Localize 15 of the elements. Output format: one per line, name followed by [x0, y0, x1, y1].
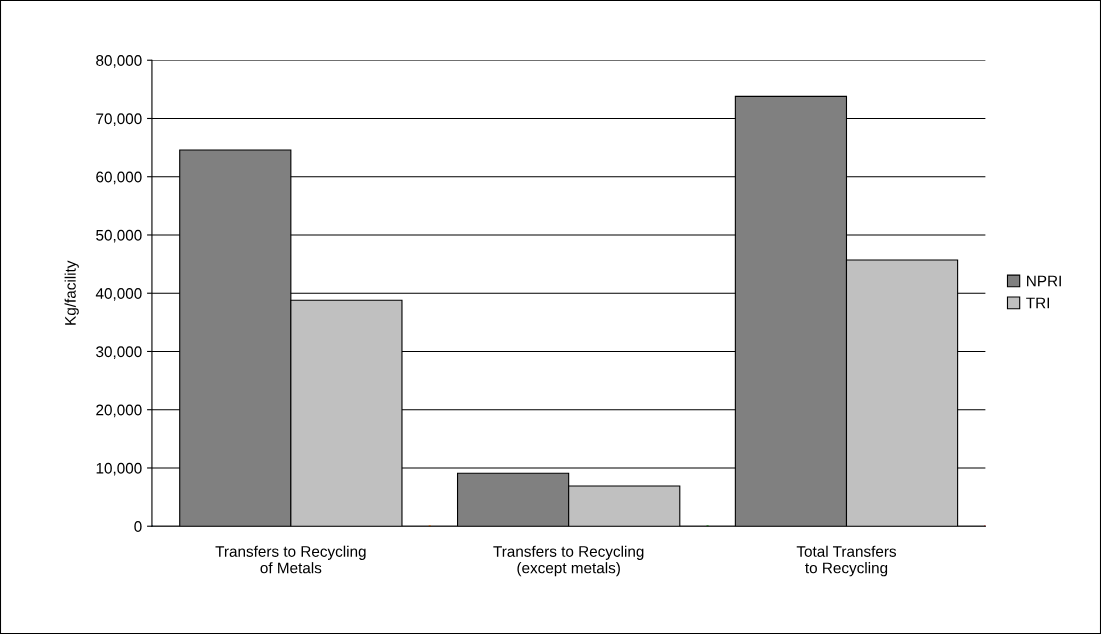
y-tick-label: 40,000	[95, 288, 142, 301]
y-tick-label: 20,000	[96, 404, 142, 418]
legend-label: TRI	[1026, 297, 1050, 309]
y-tick-label: 50,000	[96, 229, 142, 243]
y-tick-label: 70,000	[96, 113, 142, 126]
y-tick-label: 30,000	[96, 346, 142, 359]
y-tick-label: 60,000	[96, 171, 142, 185]
legend-label: NPRI	[1027, 275, 1061, 287]
y-axis-title: Kg/facility	[64, 260, 79, 325]
x-tick-label: Transfers to Recycling of Metals	[215, 545, 366, 574]
x-tick-label: Transfers to Recycling (except metals)	[493, 545, 644, 577]
x-tick-label: Total Transfers to Recycling	[796, 545, 897, 577]
y-tick-label: 80,000	[96, 55, 142, 68]
y-tick-label: 0	[134, 521, 142, 532]
y-tick-label: 10,000	[96, 462, 142, 476]
